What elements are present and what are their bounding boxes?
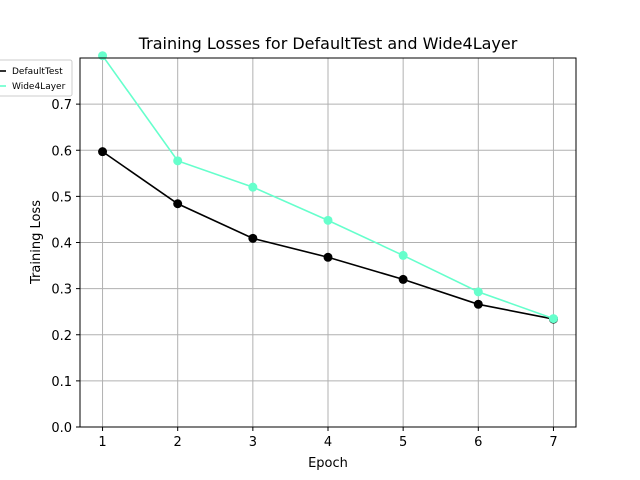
data-point-wide4layer bbox=[98, 51, 108, 61]
y-tick-label: 0.6 bbox=[51, 144, 72, 159]
y-tick-label: 0.5 bbox=[51, 190, 72, 205]
data-point-defaulttest bbox=[323, 252, 333, 262]
x-axis-label: Epoch bbox=[308, 456, 348, 471]
series-layer bbox=[98, 51, 558, 324]
data-point-wide4layer bbox=[323, 215, 333, 225]
y-tick-label: 0.4 bbox=[51, 237, 72, 252]
y-tick-label: 0.0 bbox=[51, 421, 72, 436]
grid bbox=[80, 58, 576, 428]
data-point-wide4layer bbox=[248, 182, 258, 192]
y-tick-label: 0.1 bbox=[51, 375, 72, 390]
y-tick-label: 0.7 bbox=[51, 98, 72, 113]
y-tick-label: 0.3 bbox=[51, 283, 72, 298]
x-tick-label: 1 bbox=[98, 435, 106, 450]
data-point-defaulttest bbox=[398, 274, 408, 284]
data-point-wide4layer bbox=[473, 287, 483, 297]
data-point-defaulttest bbox=[98, 147, 108, 157]
legend-label: DefaultTest bbox=[12, 67, 63, 77]
x-tick-label: 2 bbox=[174, 435, 182, 450]
y-tick-label: 0.2 bbox=[51, 329, 72, 344]
legend-box bbox=[0, 59, 73, 97]
legend: DefaultTest Wide4Layer bbox=[0, 59, 73, 97]
x-tick-label: 6 bbox=[474, 435, 482, 450]
data-point-wide4layer bbox=[398, 250, 408, 260]
chart-title: Training Losses for DefaultTest and Wide… bbox=[138, 34, 518, 53]
axis-ticks: 1 2 3 4 5 6 7 0.0 0.1 0.2 0.3 0.4 0.5 0.6 0.7 bbox=[51, 98, 557, 450]
x-tick-label: 7 bbox=[549, 435, 557, 450]
x-tick-label: 3 bbox=[249, 435, 257, 450]
data-point-wide4layer bbox=[548, 314, 558, 324]
x-tick-label: 5 bbox=[399, 435, 407, 450]
data-point-defaulttest bbox=[248, 233, 258, 243]
data-point-wide4layer bbox=[173, 156, 183, 166]
data-point-defaulttest bbox=[173, 199, 183, 209]
y-axis-label: Training Loss bbox=[29, 200, 44, 285]
legend-label: Wide4Layer bbox=[12, 82, 66, 92]
data-point-defaulttest bbox=[473, 299, 483, 309]
x-tick-label: 4 bbox=[324, 435, 332, 450]
